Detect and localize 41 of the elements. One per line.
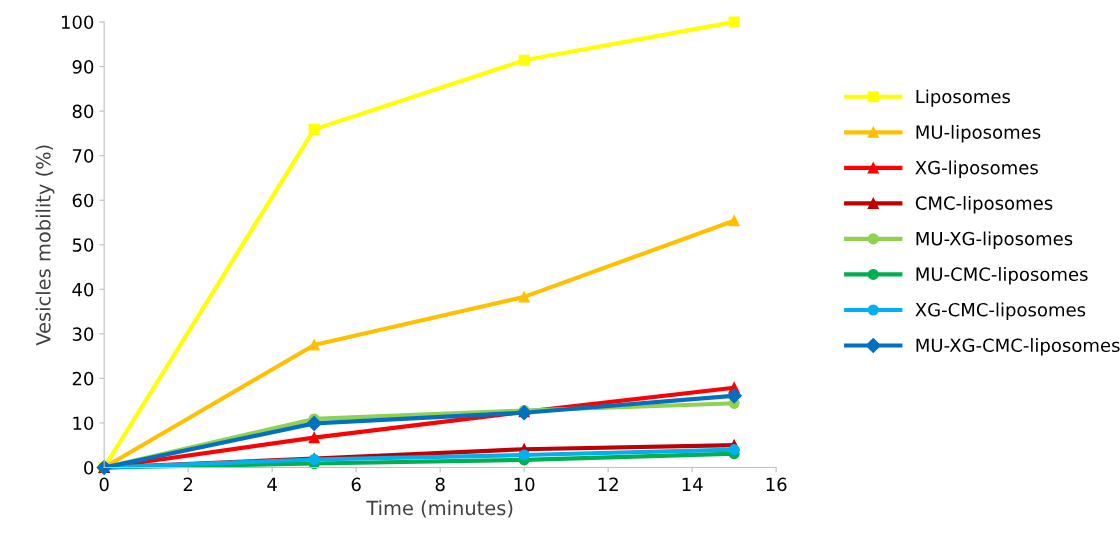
legend-label: Liposomes: [916, 89, 1011, 107]
point: [306, 415, 322, 431]
point: [308, 432, 320, 444]
y-tick-label: 20: [72, 371, 94, 386]
y-axis-title: Vesicles mobility (%): [35, 145, 55, 346]
point: [518, 449, 530, 461]
x-tick-label: 14: [682, 477, 703, 491]
y-tick-label: 70: [72, 149, 94, 163]
point: [728, 215, 740, 227]
legend-label: MU-liposomes: [916, 124, 1041, 143]
legend-label: MU-XG-liposomes: [916, 231, 1073, 249]
y-tick-label: 10: [73, 416, 94, 431]
x-tick-label: 4: [267, 477, 277, 491]
y-tick-label: 0: [84, 460, 94, 475]
point: [308, 339, 320, 351]
y-tick-label: 40: [72, 282, 94, 297]
x-tick-label: 12: [598, 477, 618, 491]
x-tick-label: 2: [183, 477, 193, 491]
legend-label: CMC-liposomes: [915, 195, 1053, 214]
x-tick-label: 6: [351, 477, 361, 492]
legend-label: XG-CMC-liposomes: [915, 302, 1086, 321]
x-axis-title: Time (minutes): [366, 500, 513, 518]
legend-label: MU-XG-CMC-liposomes: [916, 338, 1120, 356]
x-tick-label: 0: [99, 477, 109, 492]
x-tick-label: 10: [514, 477, 535, 492]
y-tick-label: 30: [72, 327, 94, 341]
point: [308, 123, 320, 135]
y-tick-label: 80: [72, 104, 94, 119]
x-tick-label: 8: [435, 477, 445, 492]
point: [518, 54, 530, 66]
point: [728, 444, 740, 456]
legend-label: XG-liposomes: [915, 160, 1038, 178]
x-tick-label: 16: [766, 477, 787, 492]
y-tick-label: 100: [61, 15, 94, 30]
point: [726, 388, 742, 404]
legend-label: MU-CMC-liposomes: [916, 267, 1088, 285]
y-tick-label: 50: [72, 238, 94, 252]
point: [728, 16, 740, 28]
point: [518, 291, 530, 303]
y-tick-label: 90: [72, 60, 94, 74]
y-tick-label: 60: [72, 193, 94, 208]
